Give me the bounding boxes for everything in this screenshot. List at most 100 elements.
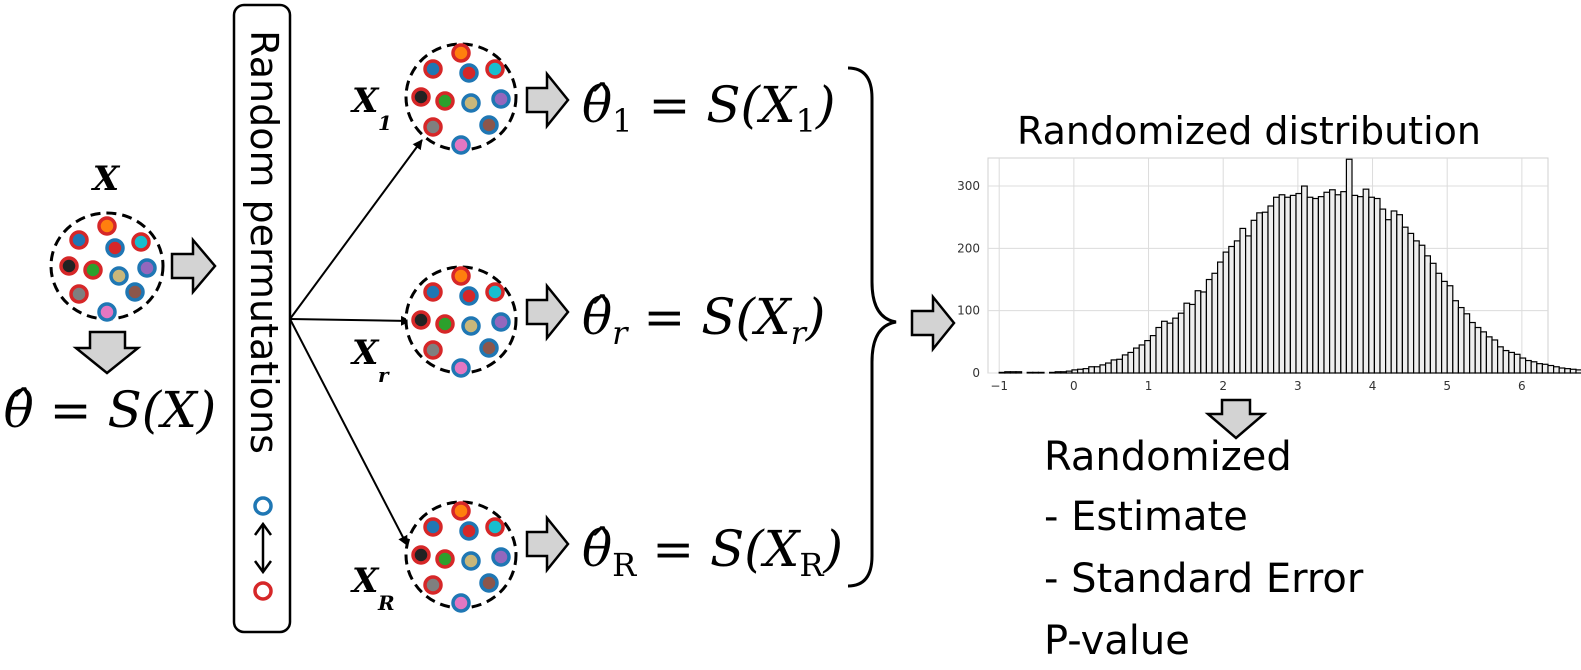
histogram-bar [1463,313,1471,374]
sample-r-label: X [350,333,380,373]
sample-r-cluster [404,265,518,378]
y-tick-label: 0 [972,366,980,380]
estimate-R-rhs-end: ) [822,520,843,578]
histogram-bar [1272,196,1280,374]
histogram-bar [1048,371,1056,374]
estimate-r-theta: θ̂ [582,288,612,346]
sample-1-cluster [404,42,518,155]
histogram-bar [1446,285,1454,374]
histogram-bar [1373,197,1381,374]
histogram-bar [1575,369,1581,374]
sample-R-cluster [404,500,518,613]
estimate-r-rhs-end: ) [805,288,826,346]
output-pvalue: P-value [1044,618,1190,664]
y-tick-label: 300 [957,179,980,193]
histogram-bar [1104,362,1112,374]
fat-arrow-right-icon [170,236,217,296]
histogram-bar [1362,188,1370,374]
histogram-bar [1429,262,1437,374]
data-point-dot [435,549,455,569]
distribution-title: Randomized distribution [1017,109,1481,153]
histogram-bar [1508,351,1516,374]
histogram-bar [1412,240,1420,374]
sample-1-label: X [350,81,380,121]
fat-arrow-right-icon [910,293,956,353]
data-point-dot [423,282,443,302]
fat-arrow-right-icon [525,70,570,130]
data-point-dot [423,340,443,360]
original-sample-cluster [49,211,165,322]
histogram-bar [1166,322,1174,374]
estimate-1-theta: θ̂ [582,76,612,134]
outputs-heading: Randomized [1044,434,1292,480]
histogram-bar [1110,359,1118,374]
arrow-to-sample-1 [289,139,423,320]
histogram-bar [1524,359,1532,374]
histogram-bar [1071,369,1079,374]
histogram-bar [1060,371,1068,374]
histogram-bar [1015,371,1023,374]
histogram-bar [1474,326,1482,374]
histogram-bar [1116,358,1124,374]
data-point-dot [461,551,481,571]
data-point-dot [479,573,499,593]
sample-r: X r θ̂r = S(Xr) [350,265,826,387]
data-point-dot [69,284,89,304]
estimate-1-rhs: = S(X [648,76,798,134]
output-estimate: - Estimate [1044,494,1248,540]
histogram-bar [1541,363,1549,374]
estimate-R-rhs: = S(X [652,520,802,578]
data-point-dot [451,593,471,613]
histogram-bar [1530,361,1538,374]
histogram-bar [1418,244,1426,374]
histogram-bar [1088,366,1096,374]
histogram-bar [1457,306,1465,374]
swap-double-arrow-icon [253,521,273,575]
histogram-bar [1004,371,1011,374]
histogram-bar [1328,189,1336,374]
data-point-dot [451,358,471,378]
histogram-bar [1558,367,1566,374]
histogram-bar [1312,197,1320,374]
data-point-dot [451,266,471,286]
histogram-bar [1256,212,1264,374]
y-tick-label: 100 [957,304,980,318]
histogram-bar [1278,194,1286,374]
sample-1: X 1 θ̂1 = S(X1) [350,42,836,155]
estimate-1-rhs-subscript: 1 [796,102,816,140]
histogram-bar [1144,339,1152,374]
x-tick-label: 4 [1369,379,1377,393]
histogram-bar [1222,251,1230,374]
sample-R-subscript: R [377,591,395,615]
histogram-bar [1519,357,1527,374]
data-point-dot [459,521,479,541]
estimate-1-rhs-end: ) [815,76,836,134]
data-point-dot [451,501,471,521]
data-point-dot [83,260,103,280]
data-point-dot [411,310,431,330]
histogram-bar [1351,194,1359,374]
arrow-to-sample-r [289,315,411,326]
data-point-dot [451,135,471,155]
histogram-bar [1149,335,1157,374]
data-point-dot [423,517,443,537]
histogram-bar [1183,302,1191,374]
estimate-r-rhs-subscript: r [791,314,808,352]
data-point-dot [435,314,455,334]
histogram-bar [1121,354,1129,374]
data-point-dot [131,232,151,252]
histogram-bar [1228,245,1236,374]
histogram-bar [1284,196,1292,374]
histogram-chart: −1 0 1 2 3 4 5 6 0 100 200 300 [957,157,1581,393]
histogram-bar [1368,196,1376,374]
histogram-bar [1547,364,1555,374]
estimate-r-subscript: r [612,314,629,352]
data-point-dot [97,216,117,236]
x-tick-label: 3 [1294,379,1302,393]
histogram-bar [1172,317,1180,374]
histogram-bar [1384,219,1392,374]
histogram-bar [1138,344,1146,374]
histogram-bar [1250,219,1258,374]
histogram-bar [1132,347,1140,374]
data-point-dot [411,545,431,565]
